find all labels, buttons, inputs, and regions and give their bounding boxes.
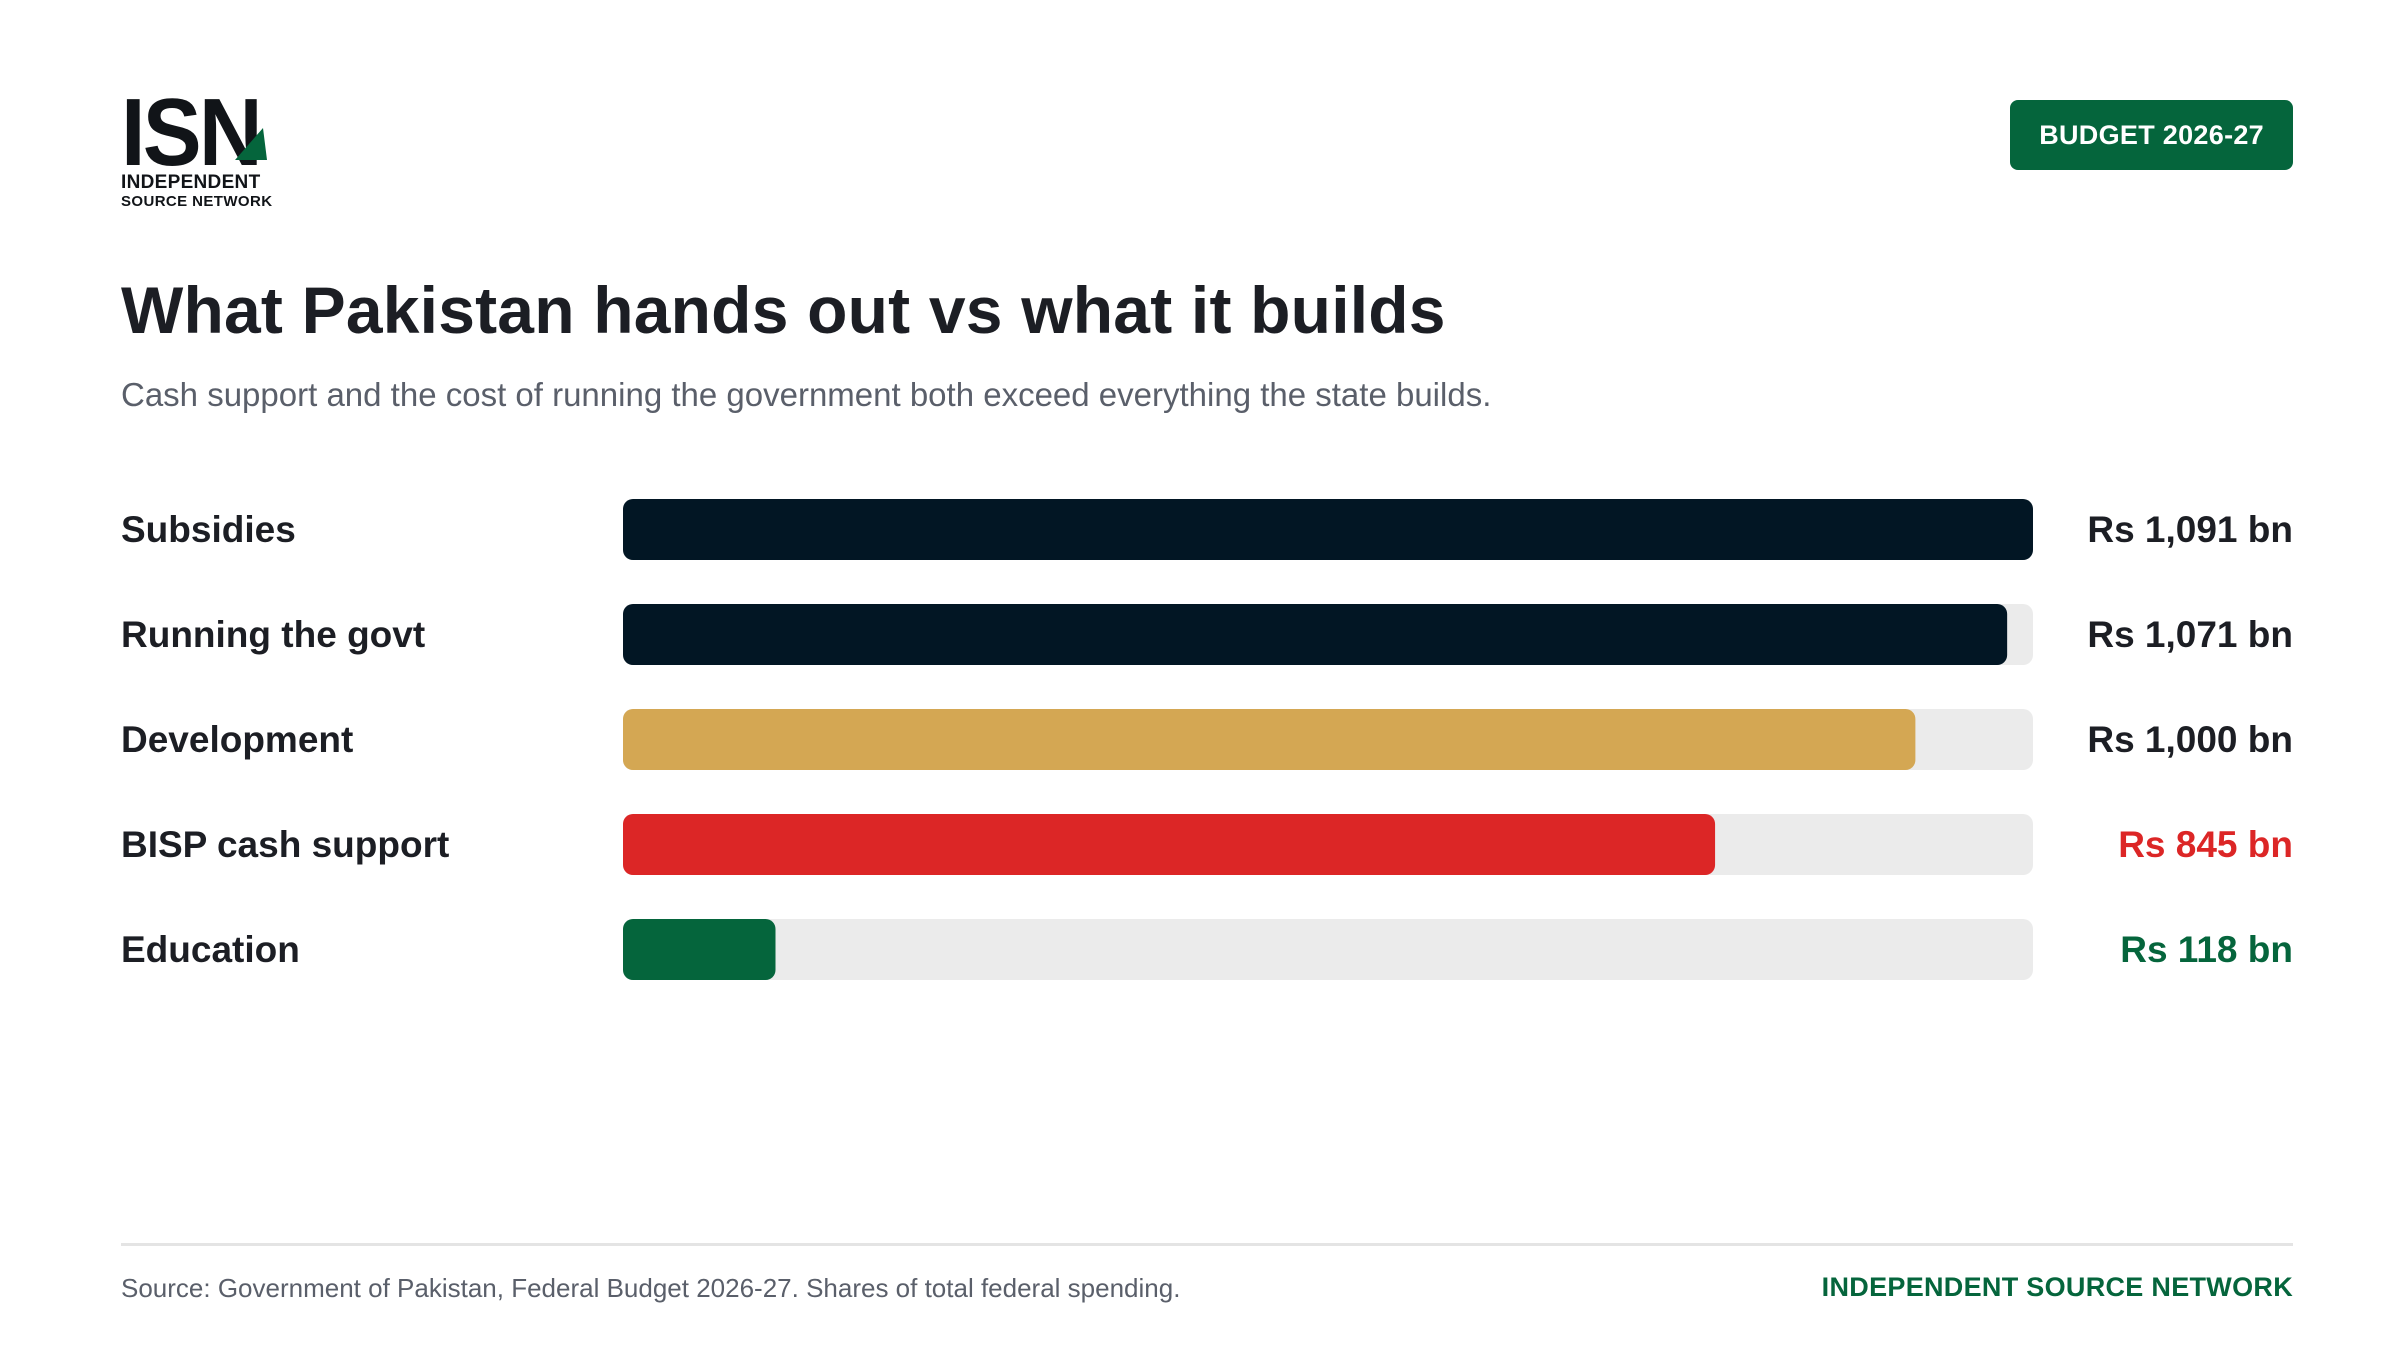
bar xyxy=(623,919,776,980)
bar xyxy=(623,709,1916,770)
bar-track xyxy=(623,919,2033,980)
logo-letters: ISN xyxy=(121,79,263,186)
bar xyxy=(623,604,2008,665)
page-subtitle: Cash support and the cost of running the… xyxy=(121,376,1492,413)
value-label: Rs 1,000 bn xyxy=(2087,719,2293,760)
value-label: Rs 118 bn xyxy=(2120,929,2293,970)
logo-mark: ISN xyxy=(121,79,289,186)
logo-line1: INDEPENDENT xyxy=(121,172,261,193)
category-label: BISP cash support xyxy=(121,824,449,865)
value-label: Rs 1,091 bn xyxy=(2087,509,2293,550)
value-label: Rs 845 bn xyxy=(2118,824,2293,865)
page-title: What Pakistan hands out vs what it build… xyxy=(121,273,1446,347)
budget-badge: BUDGET 2026-27 xyxy=(2010,100,2293,170)
category-label: Education xyxy=(121,929,300,970)
bar xyxy=(623,499,2033,560)
category-label: Subsidies xyxy=(121,509,296,550)
footer-brand: INDEPENDENT SOURCE NETWORK xyxy=(1821,1272,2293,1302)
category-label: Running the govt xyxy=(121,614,425,655)
bar xyxy=(623,814,1716,875)
value-label: Rs 1,071 bn xyxy=(2087,614,2293,655)
footer-divider xyxy=(121,1243,2293,1246)
logo-green-triangle-icon xyxy=(235,128,267,160)
logo-line2: SOURCE NETWORK xyxy=(121,193,273,210)
category-label: Development xyxy=(121,719,353,760)
source-note: Source: Government of Pakistan, Federal … xyxy=(121,1273,1181,1303)
isn-logo: ISN INDEPENDENT SOURCE NETWORK xyxy=(121,79,289,211)
